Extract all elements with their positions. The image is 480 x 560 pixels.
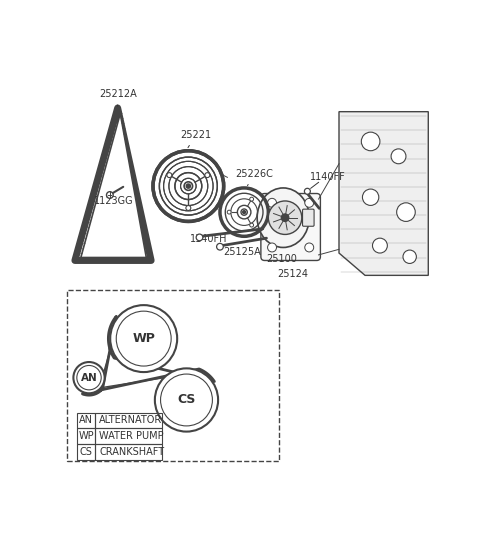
Circle shape <box>243 211 246 213</box>
Circle shape <box>250 223 253 227</box>
Polygon shape <box>339 111 428 276</box>
Text: 1123GG: 1123GG <box>94 196 134 206</box>
Circle shape <box>196 234 203 241</box>
Circle shape <box>241 209 247 215</box>
Text: 25212A: 25212A <box>99 90 136 106</box>
Text: AN: AN <box>79 416 93 426</box>
Circle shape <box>403 250 416 263</box>
Circle shape <box>186 206 191 211</box>
Text: ALTERNATOR: ALTERNATOR <box>99 416 162 426</box>
Bar <box>96 428 162 444</box>
Circle shape <box>167 172 172 178</box>
Text: CS: CS <box>80 447 93 457</box>
Circle shape <box>281 214 289 221</box>
Text: 25124: 25124 <box>277 269 309 279</box>
Text: 25100: 25100 <box>266 254 297 264</box>
FancyBboxPatch shape <box>302 209 314 226</box>
Text: CRANKSHAFT: CRANKSHAFT <box>99 447 164 457</box>
Circle shape <box>362 189 379 206</box>
Ellipse shape <box>257 188 309 248</box>
Circle shape <box>304 188 311 194</box>
Circle shape <box>155 368 218 432</box>
FancyBboxPatch shape <box>67 290 279 461</box>
Circle shape <box>220 188 268 236</box>
Bar <box>77 428 96 444</box>
Text: 25221: 25221 <box>180 130 211 148</box>
Circle shape <box>110 305 177 372</box>
Circle shape <box>205 172 210 178</box>
Circle shape <box>396 203 415 221</box>
Circle shape <box>361 132 380 151</box>
Text: 25226C: 25226C <box>236 169 274 185</box>
Circle shape <box>391 149 406 164</box>
Text: 1140FF: 1140FF <box>311 172 346 183</box>
FancyBboxPatch shape <box>261 194 321 260</box>
Circle shape <box>267 198 276 207</box>
Circle shape <box>186 184 191 188</box>
Circle shape <box>267 243 276 252</box>
Bar <box>96 444 162 460</box>
Circle shape <box>305 198 314 207</box>
Text: WATER PUMP: WATER PUMP <box>99 431 164 441</box>
Bar <box>96 413 162 428</box>
Circle shape <box>216 244 223 250</box>
Circle shape <box>268 201 302 235</box>
Text: WP: WP <box>132 332 155 345</box>
Text: CS: CS <box>177 394 196 407</box>
Circle shape <box>250 197 253 201</box>
Circle shape <box>107 192 113 198</box>
Circle shape <box>153 151 224 221</box>
Text: 25125A: 25125A <box>224 247 262 257</box>
Circle shape <box>184 182 192 190</box>
Text: WP: WP <box>78 431 94 441</box>
Bar <box>77 444 96 460</box>
Circle shape <box>73 362 105 393</box>
Polygon shape <box>81 114 146 258</box>
Text: 1140FH: 1140FH <box>190 234 228 244</box>
Circle shape <box>227 210 231 214</box>
Circle shape <box>305 243 314 252</box>
Text: AN: AN <box>81 372 97 382</box>
Bar <box>77 413 96 428</box>
Circle shape <box>372 238 387 253</box>
